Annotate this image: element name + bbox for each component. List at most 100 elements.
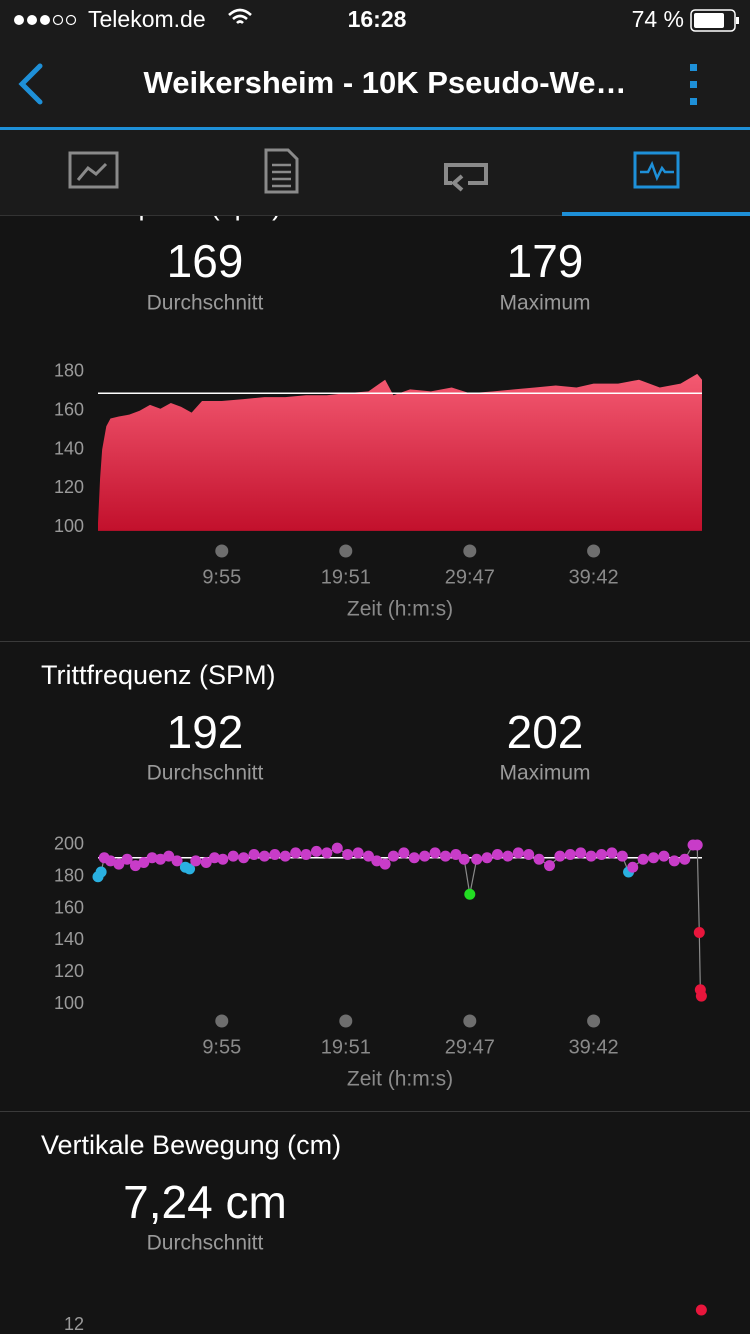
tab-charts[interactable] (633, 151, 680, 189)
x-tick-label: 9:55 (202, 1036, 241, 1058)
point (200, 856, 212, 868)
tab-laps[interactable] (444, 163, 488, 192)
x-tick-dot (463, 1014, 477, 1028)
point (668, 855, 680, 867)
point (543, 860, 555, 872)
point (398, 847, 410, 859)
point (154, 853, 166, 865)
content: Herzfrequenz (bpm) 169 Durchschnitt 179 Maxi… (0, 191, 750, 1334)
stat-label: Maximum (499, 292, 590, 315)
point (95, 866, 107, 878)
point (352, 847, 364, 859)
x-tick-label: 29:47 (445, 566, 495, 588)
y-tick-label: 160 (54, 399, 84, 419)
point (585, 850, 597, 862)
stat-value: 7,24 cm (123, 1176, 287, 1228)
x-axis-label: Zeit (h:m:s) (347, 1068, 453, 1091)
y-tick-label: 180 (54, 866, 84, 886)
header-rule (0, 127, 750, 130)
point (279, 850, 291, 862)
x-tick-dot (339, 544, 353, 558)
x-tick-label: 39:42 (569, 566, 619, 588)
section-title: Herzfrequenz (bpm) (41, 191, 281, 221)
point (616, 850, 628, 862)
point (238, 852, 250, 864)
y-tick-label: 12 (64, 1314, 84, 1334)
point (429, 847, 441, 859)
point (300, 849, 312, 861)
point (658, 850, 670, 862)
section-separator (0, 641, 750, 642)
point (419, 850, 431, 862)
point (627, 861, 639, 873)
section-title: Vertikale Bewegung (cm) (41, 1130, 341, 1160)
y-tick-label: 200 (54, 834, 84, 854)
point (331, 842, 343, 854)
y-tick-label: 140 (54, 438, 84, 458)
point (471, 853, 483, 865)
point (217, 853, 229, 865)
stat-label: Durchschnitt (147, 292, 264, 315)
tab-overview[interactable] (68, 151, 119, 189)
point (575, 847, 587, 859)
point (502, 850, 514, 862)
point (695, 990, 707, 1002)
point (269, 849, 281, 861)
point (387, 850, 399, 862)
y-tick-label: 160 (54, 897, 84, 917)
x-tick-dot (339, 1014, 353, 1028)
stat-label: Maximum (499, 762, 590, 785)
area (98, 373, 702, 531)
point (408, 852, 420, 864)
point (290, 847, 302, 859)
y-tick-label: 120 (54, 961, 84, 981)
point (163, 850, 175, 862)
point (564, 849, 576, 861)
y-tick-label: 100 (54, 993, 84, 1013)
menu-button[interactable] (690, 64, 697, 105)
point (637, 853, 649, 865)
stat-value: 192 (167, 706, 244, 758)
y-tick-label: 140 (54, 929, 84, 949)
y-tick-label: 120 (54, 477, 84, 497)
point (190, 855, 202, 867)
point (113, 858, 125, 870)
stat-value: 179 (507, 235, 584, 287)
point (695, 1304, 707, 1316)
point (184, 863, 196, 875)
point (362, 850, 374, 862)
point (596, 849, 608, 861)
x-tick-dot (587, 544, 601, 558)
x-tick-dot (215, 544, 229, 558)
x-tick-label: 39:42 (569, 1036, 619, 1058)
y-tick-label: 180 (54, 361, 84, 381)
section-separator (0, 1111, 750, 1112)
y-tick-label: 100 (54, 516, 84, 536)
stat-value: 202 (507, 706, 584, 758)
point (693, 926, 705, 938)
point (691, 839, 703, 851)
x-tick-label: 9:55 (202, 566, 241, 588)
point (227, 850, 239, 862)
stat-label: Durchschnitt (147, 1232, 264, 1255)
tab-details[interactable] (264, 148, 299, 194)
point (121, 853, 133, 865)
point (458, 853, 470, 865)
point (439, 850, 451, 862)
x-tick-label: 29:47 (445, 1036, 495, 1058)
point (379, 858, 391, 870)
point (481, 852, 493, 864)
header-bg (0, 0, 750, 128)
point (606, 847, 618, 859)
point (129, 860, 141, 872)
point (209, 852, 221, 864)
point (146, 852, 158, 864)
point (310, 845, 322, 857)
clock: 16:28 (348, 6, 407, 32)
back-button[interactable] (18, 63, 43, 105)
carrier: Telekom.de (88, 6, 206, 32)
point (171, 855, 183, 867)
point (248, 849, 260, 861)
